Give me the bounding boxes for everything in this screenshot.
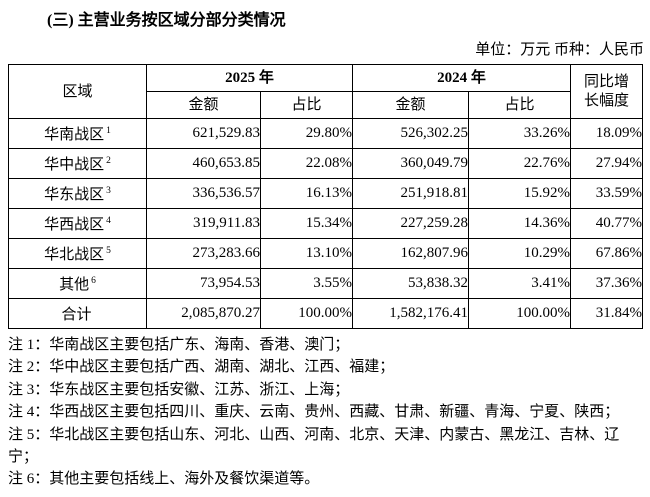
- share-2024-cell: 14.36%: [468, 208, 572, 239]
- amount-2024-cell: 251,918.81: [352, 178, 470, 209]
- region-label: 华南战区: [44, 127, 105, 143]
- table-row: 华东战区 3 336,536.57 16.13% 251,918.81 15.92…: [8, 178, 644, 209]
- amount-2024-cell: 360,049.79: [352, 148, 470, 179]
- table-row: 华南战区 1 621,529.83 29.80% 526,302.25 33.26…: [8, 118, 644, 149]
- share-2025-cell: 15.34%: [259, 208, 354, 239]
- share-2025-cell: 16.13%: [259, 178, 354, 209]
- col-header-year-2025: 2025 年: [145, 64, 354, 92]
- region-cell: 华东战区 3: [8, 178, 147, 209]
- share-2024-cell: 100.00%: [468, 298, 572, 329]
- table-row-total: 合计 2,085,870.27 100.00% 1,582,176.41 100…: [8, 298, 644, 329]
- amount-2024-cell: 526,302.25: [352, 118, 470, 149]
- region-label: 华东战区: [44, 187, 105, 203]
- table-row: 华西战区 4 319,911.83 15.34% 227,259.28 14.36…: [8, 208, 644, 239]
- share-2024-cell: 3.41%: [468, 268, 572, 299]
- region-segment-table: 区域 2025 年 2024 年 同比增长幅度 金额 占比 金额 占比 华南战区…: [8, 64, 644, 329]
- amount-2024-cell: 53,838.32: [352, 268, 470, 299]
- note-line: 注 4：华西战区主要包括四川、重庆、云南、贵州、西藏、甘肃、新疆、青海、宁夏、陕…: [8, 404, 620, 421]
- col-header-amount-2024: 金额: [352, 91, 470, 119]
- amount-2024-cell: 227,259.28: [352, 208, 470, 239]
- table-row: 华中战区 2 460,653.85 22.08% 360,049.79 22.76…: [8, 148, 644, 179]
- region-cell: 其他 6: [8, 268, 147, 299]
- col-header-amount-2025: 金额: [146, 91, 261, 119]
- amount-2025-cell: 2,085,870.27: [146, 298, 261, 329]
- share-2025-cell: 13.10%: [259, 238, 354, 269]
- region-cell: 合计: [8, 298, 147, 329]
- share-2025-cell: 22.08%: [259, 148, 354, 179]
- footnote-ref: 1: [106, 126, 111, 136]
- share-2025-cell: 3.55%: [259, 268, 354, 299]
- share-2025-cell: 29.80%: [259, 118, 354, 149]
- region-label: 合计: [61, 307, 92, 323]
- yoy-cell: 27.94%: [570, 148, 644, 179]
- footnote-ref: 2: [106, 156, 111, 166]
- region-label: 其他: [59, 277, 90, 293]
- amount-2024-cell: 1,582,176.41: [352, 298, 470, 329]
- yoy-cell: 40.77%: [570, 208, 644, 239]
- note-line: 注 3：华东战区主要包括安徽、江苏、浙江、上海；: [8, 381, 350, 398]
- header-row-years: 区域 2025 年 2024 年 同比增长幅度: [8, 64, 644, 119]
- footnote-ref: 3: [106, 186, 111, 196]
- table-row: 华北战区 5 273,283.66 13.10% 162,807.96 10.29…: [8, 238, 644, 269]
- share-2025-cell: 100.00%: [259, 298, 354, 329]
- amount-2025-cell: 336,536.57: [146, 178, 261, 209]
- region-cell: 华西战区 4: [8, 208, 147, 239]
- header-row-metrics: 金额 占比 金额 占比: [9, 91, 643, 119]
- note-line: 注 2：华中战区主要包括广西、湖南、湖北、江西、福建；: [8, 359, 395, 376]
- share-2024-cell: 15.92%: [468, 178, 572, 209]
- footnote-ref: 5: [106, 246, 111, 256]
- region-cell: 华北战区 5: [8, 238, 147, 269]
- col-header-share-2025: 占比: [259, 91, 354, 119]
- region-cell: 华南战区 1: [8, 118, 147, 149]
- amount-2024-cell: 162,807.96: [352, 238, 470, 269]
- yoy-cell: 33.59%: [570, 178, 644, 209]
- share-2024-cell: 22.76%: [468, 148, 572, 179]
- amount-2025-cell: 460,653.85: [146, 148, 261, 179]
- region-cell: 华中战区 2: [8, 148, 147, 179]
- footnote-ref: 6: [91, 276, 96, 286]
- unit-currency-line: 单位：万元 币种：人民币: [475, 42, 644, 58]
- note-line: 注 5：华北战区主要包括山东、河北、山西、河南、北京、天津、内蒙古、黑龙江、吉林…: [8, 426, 620, 466]
- col-header-yoy-line1: 同比增: [584, 73, 630, 90]
- table-row: 其他 6 73,954.53 3.55% 53,838.32 3.41% 37.3…: [8, 268, 644, 299]
- footnotes: 注 1：华南战区主要包括广东、海南、香港、澳门； 注 2：华中战区主要包括广西、…: [8, 334, 646, 491]
- col-header-yoy-line2: 长幅度: [584, 92, 630, 109]
- region-label: 华中战区: [44, 157, 105, 173]
- col-header-year-2024: 2024 年: [352, 64, 572, 92]
- yoy-cell: 37.36%: [570, 268, 644, 299]
- amount-2025-cell: 621,529.83: [146, 118, 261, 149]
- footnote-ref: 4: [106, 216, 111, 226]
- yoy-cell: 18.09%: [570, 118, 644, 149]
- yoy-cell: 31.84%: [570, 298, 644, 329]
- note-line: 注 1：华南战区主要包括广东、海南、香港、澳门；: [8, 337, 350, 353]
- note-line: 注 6：其他主要包括线上、海外及餐饮渠道等。: [8, 471, 320, 488]
- col-header-share-2024: 占比: [468, 91, 572, 119]
- amount-2025-cell: 73,954.53: [146, 268, 261, 299]
- region-label: 华西战区: [44, 217, 105, 233]
- yoy-cell: 67.86%: [570, 238, 644, 269]
- amount-2025-cell: 273,283.66: [146, 238, 261, 269]
- region-label: 华北战区: [44, 247, 105, 263]
- col-header-region: 区域: [8, 64, 147, 119]
- section-title: (三) 主营业务按区域分部分类情况: [47, 12, 286, 29]
- share-2024-cell: 10.29%: [468, 238, 572, 269]
- share-2024-cell: 33.26%: [468, 118, 572, 149]
- amount-2025-cell: 319,911.83: [146, 208, 261, 239]
- col-header-yoy: 同比增 长幅度: [570, 64, 644, 119]
